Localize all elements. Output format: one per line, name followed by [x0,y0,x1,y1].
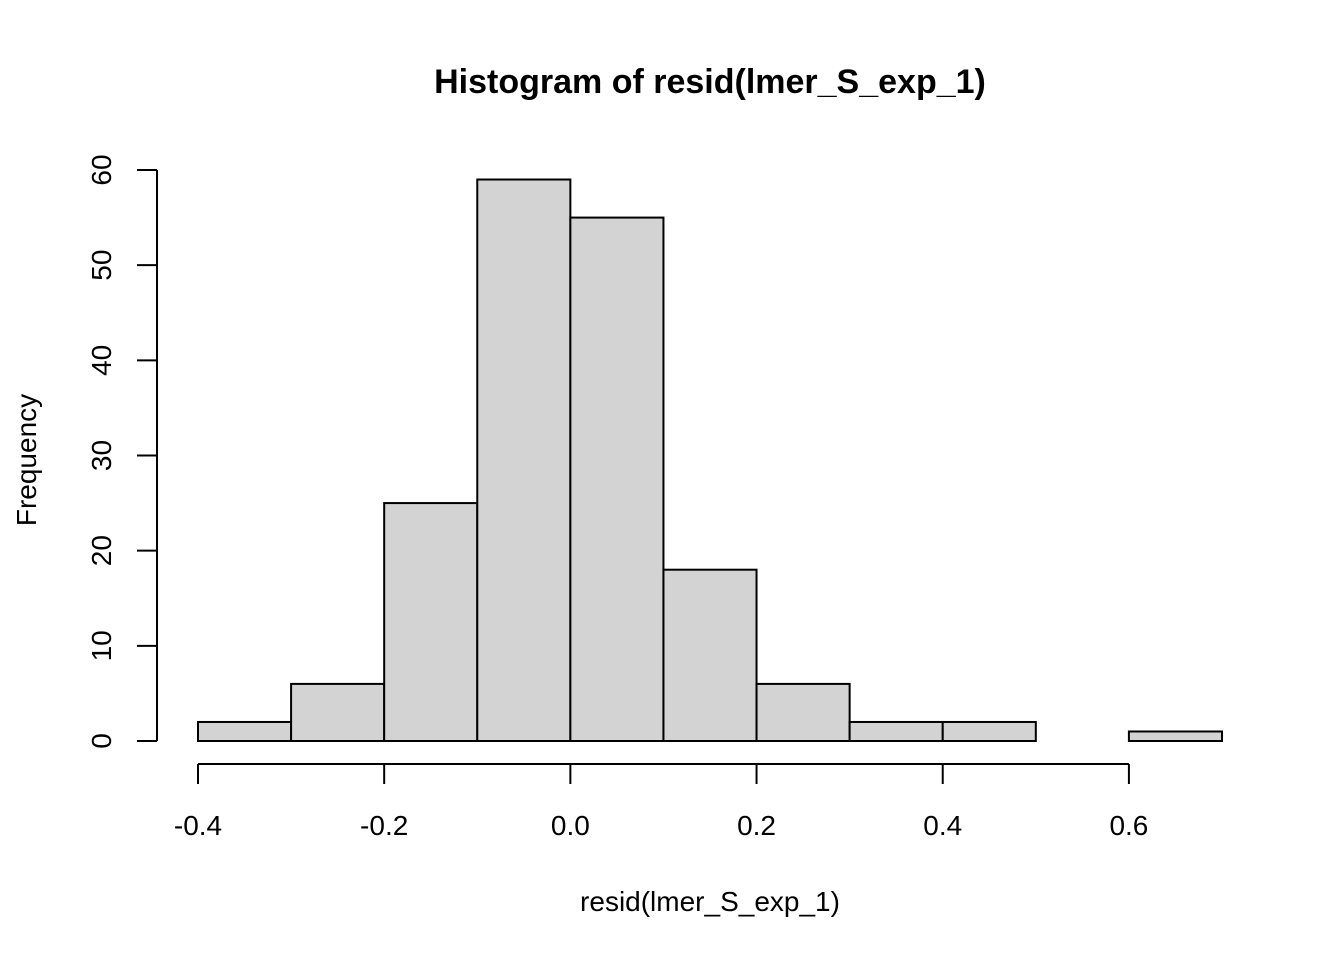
x-tick-label: -0.2 [360,810,408,841]
histogram-bar [197,720,293,743]
y-tick-label: 30 [86,440,117,471]
histogram-bar [476,178,572,742]
histogram-bar [941,720,1037,743]
histogram-bar [1127,730,1223,743]
x-tick-label: -0.4 [174,810,222,841]
x-tick-label: 0.2 [737,810,776,841]
y-axis: 0 10 20 30 40 50 60 [86,154,158,749]
bars-group [197,178,1223,743]
y-tick-label: 60 [86,154,117,185]
x-axis: -0.4 -0.2 0.0 0.2 0.4 0.6 [174,763,1148,841]
histogram-bar [848,720,944,743]
y-tick-label: 0 [86,733,117,749]
y-tick-label: 10 [86,630,117,661]
x-tick-label: 0.6 [1109,810,1148,841]
y-tick-label: 50 [86,250,117,281]
y-tick-label: 20 [86,535,117,566]
histogram-bar [662,568,758,743]
chart-title: Histogram of resid(lmer_S_exp_1) [434,63,986,101]
y-axis-label: Frequency [11,394,42,526]
histogram-bar [755,682,851,743]
x-tick-label: 0.4 [923,810,962,841]
y-tick-label: 40 [86,345,117,376]
histogram-bar [569,216,665,743]
histogram-bar [290,682,386,743]
x-tick-label: 0.0 [551,810,590,841]
histogram-bar [383,502,479,743]
x-axis-label: resid(lmer_S_exp_1) [580,886,840,917]
